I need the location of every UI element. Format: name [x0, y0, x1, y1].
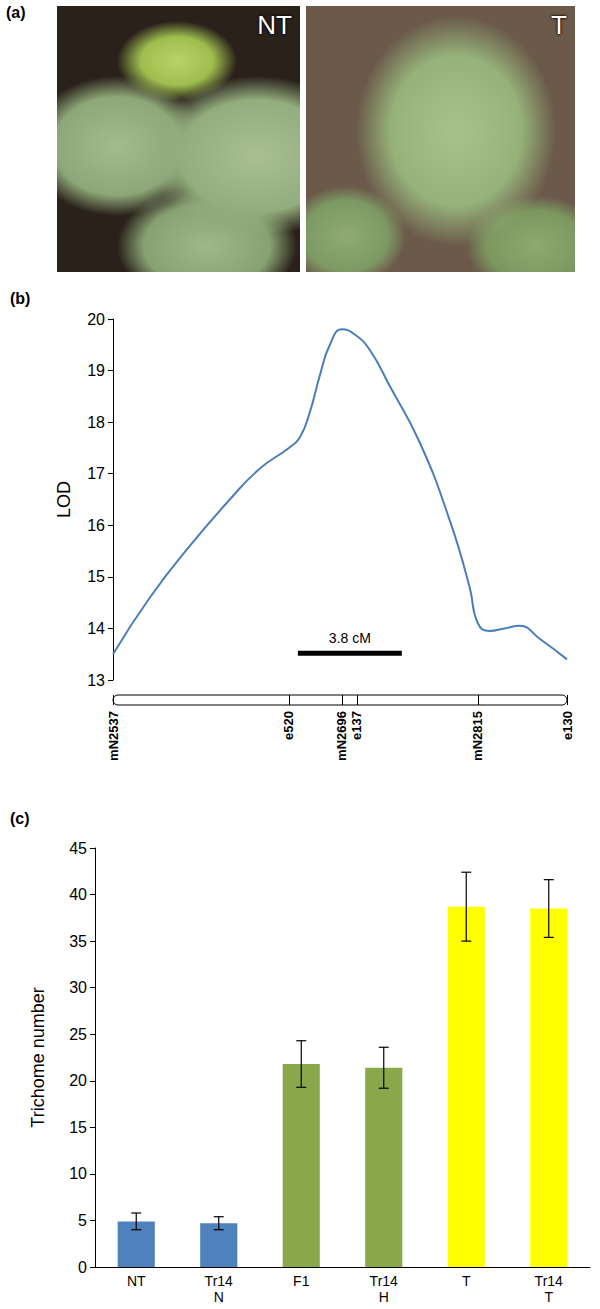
svg-text:10: 10 — [69, 1165, 87, 1182]
svg-text:0: 0 — [78, 1259, 87, 1276]
svg-text:N: N — [214, 1289, 224, 1305]
svg-text:20: 20 — [87, 311, 105, 328]
svg-text:45: 45 — [69, 840, 87, 857]
svg-text:13: 13 — [87, 672, 105, 689]
svg-text:mN2537: mN2537 — [106, 711, 121, 761]
svg-text:mN2696: mN2696 — [334, 711, 349, 761]
svg-text:35: 35 — [69, 933, 87, 950]
svg-text:30: 30 — [69, 979, 87, 996]
svg-text:T: T — [544, 1289, 553, 1305]
svg-text:18: 18 — [87, 414, 105, 431]
svg-text:e130: e130 — [560, 711, 575, 740]
svg-text:e520: e520 — [281, 711, 296, 740]
svg-text:20: 20 — [69, 1072, 87, 1089]
svg-text:Tr14: Tr14 — [535, 1273, 563, 1289]
svg-text:(b): (b) — [10, 290, 30, 307]
svg-text:14: 14 — [87, 620, 105, 637]
svg-text:T: T — [462, 1273, 471, 1289]
svg-text:16: 16 — [87, 517, 105, 534]
svg-text:15: 15 — [69, 1119, 87, 1136]
svg-text:F1: F1 — [293, 1273, 310, 1289]
svg-text:NT: NT — [127, 1273, 146, 1289]
svg-text:Trichome number: Trichome number — [28, 987, 48, 1127]
svg-text:15: 15 — [87, 568, 105, 585]
svg-text:5: 5 — [78, 1212, 87, 1229]
svg-text:19: 19 — [87, 362, 105, 379]
svg-text:17: 17 — [87, 465, 105, 482]
html-text:(a): (a) — [6, 4, 26, 21]
svg-text:Tr14: Tr14 — [370, 1273, 398, 1289]
svg-text:mN2815: mN2815 — [470, 711, 485, 761]
svg-text:LOD: LOD — [54, 481, 74, 518]
svg-text:Tr14: Tr14 — [205, 1273, 233, 1289]
html-text:T: T — [551, 10, 567, 40]
svg-text:e137: e137 — [349, 711, 364, 740]
svg-text:25: 25 — [69, 1026, 87, 1043]
svg-text:(c): (c) — [10, 810, 30, 827]
svg-text:3.8 cM: 3.8 cM — [329, 630, 371, 646]
svg-text:H: H — [379, 1289, 389, 1305]
html-text:NT: NT — [257, 10, 292, 40]
svg-text:40: 40 — [69, 886, 87, 903]
